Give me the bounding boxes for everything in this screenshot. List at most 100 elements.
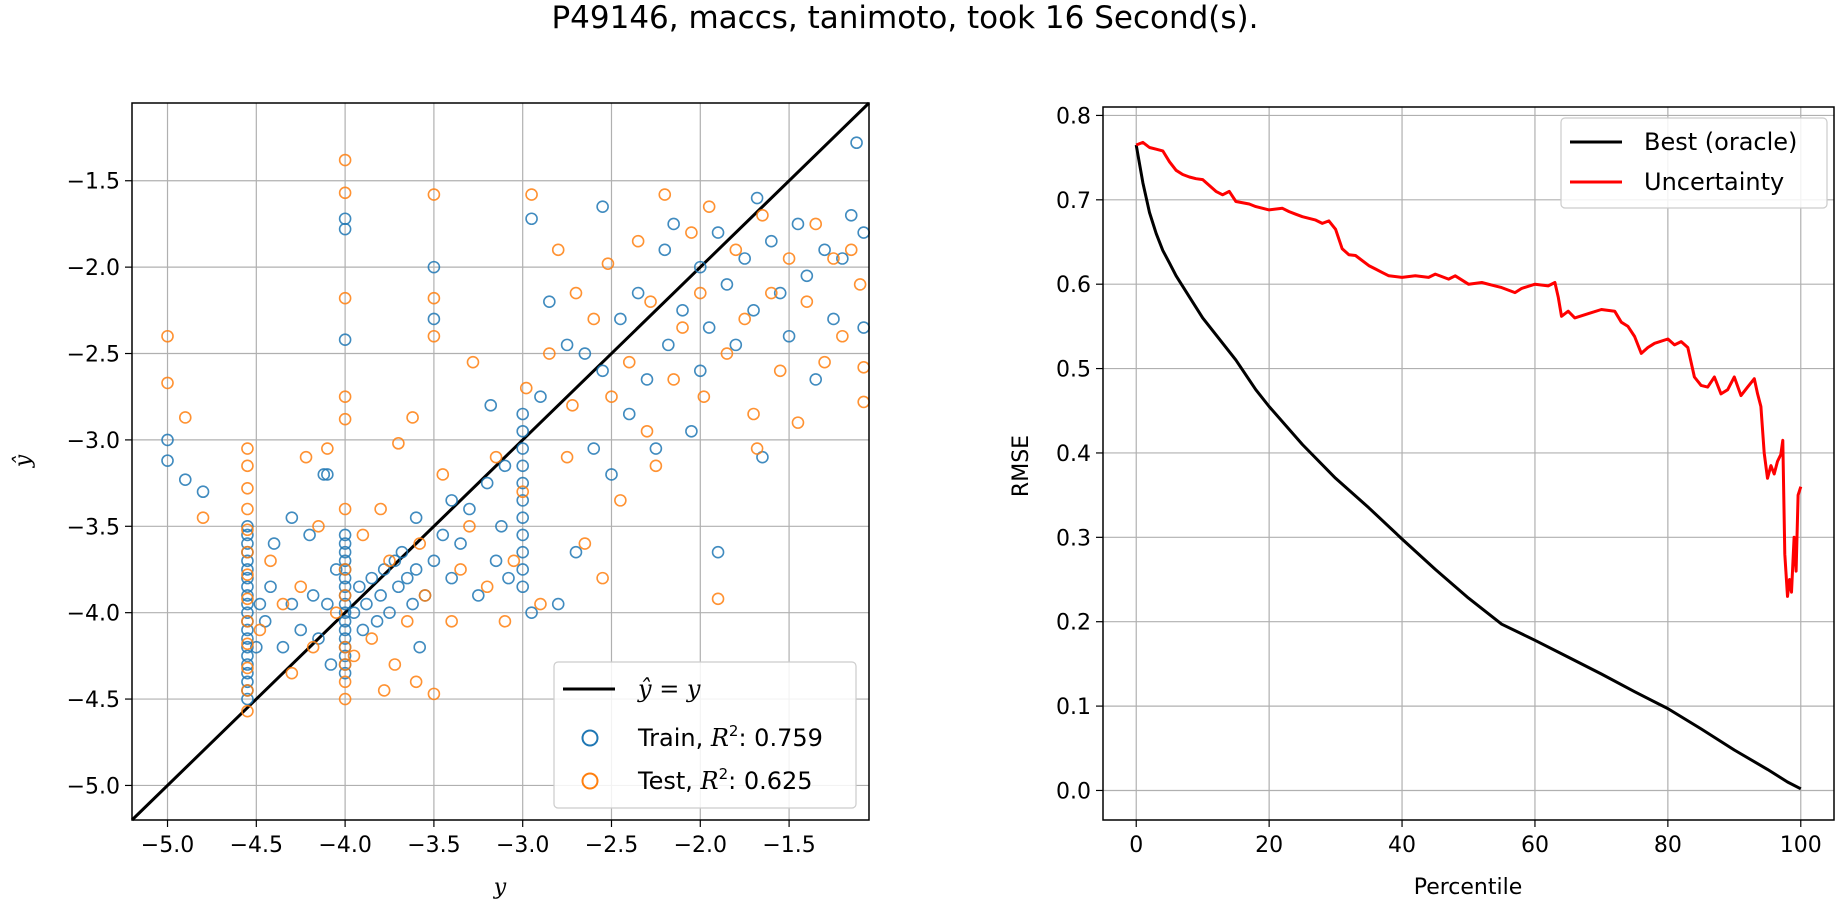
test-point bbox=[329, 606, 343, 619]
train-point bbox=[454, 537, 467, 550]
test-point bbox=[489, 450, 503, 464]
scatter-x-tick-label: −1.5 bbox=[762, 833, 815, 858]
train-point bbox=[338, 666, 352, 680]
train-point bbox=[587, 442, 601, 455]
train-point bbox=[516, 528, 529, 542]
train-point bbox=[750, 191, 764, 205]
test-point bbox=[392, 437, 405, 450]
train-point bbox=[241, 563, 254, 576]
test-point bbox=[241, 615, 254, 628]
train-point bbox=[818, 243, 831, 257]
test-point bbox=[534, 597, 547, 611]
test-point bbox=[365, 632, 379, 645]
rmse-x-tick-label: 60 bbox=[1521, 833, 1549, 858]
train-point bbox=[472, 589, 485, 602]
train-point bbox=[338, 537, 352, 550]
train-point bbox=[436, 528, 450, 542]
test-point bbox=[241, 568, 254, 581]
test-point bbox=[241, 661, 254, 675]
test-point bbox=[253, 623, 267, 637]
test-point bbox=[338, 502, 352, 516]
test-point bbox=[241, 684, 254, 697]
train-point bbox=[693, 364, 707, 378]
uncertainty-line bbox=[1135, 140, 1803, 598]
test-point bbox=[178, 411, 192, 424]
rmse-y-tick-label: 0.1 bbox=[1056, 695, 1091, 720]
train-point bbox=[720, 278, 734, 291]
test-point bbox=[569, 286, 583, 300]
train-point bbox=[338, 615, 352, 628]
rmse-y-tick-label: 0.8 bbox=[1056, 104, 1091, 129]
train-point bbox=[857, 226, 870, 239]
train-point bbox=[360, 597, 373, 611]
rmse-y-tick-label: 0.7 bbox=[1056, 189, 1091, 214]
rmse-legend-box bbox=[1560, 117, 1828, 209]
legend-identity-label: ŷ = y bbox=[637, 675, 701, 703]
test-point bbox=[605, 390, 618, 404]
train-point bbox=[667, 217, 680, 231]
train-point bbox=[516, 580, 529, 594]
train-point bbox=[484, 399, 498, 412]
train-point bbox=[551, 597, 565, 611]
train-point bbox=[676, 304, 689, 317]
train-point bbox=[685, 424, 698, 438]
train-point bbox=[791, 217, 805, 231]
rmse-x-tick-label: 100 bbox=[1780, 833, 1822, 858]
test-point bbox=[241, 592, 254, 606]
scatter-x-tick-label: −4.0 bbox=[318, 833, 371, 858]
train-point bbox=[782, 329, 796, 343]
train-point bbox=[161, 454, 174, 467]
train-point bbox=[857, 321, 870, 334]
scatter-points bbox=[161, 136, 870, 718]
test-point bbox=[347, 649, 361, 663]
test-point bbox=[427, 291, 441, 305]
test-point bbox=[614, 494, 627, 507]
scatter-x-ticks: −5.0 −4.5 −4.0 −3.5 −3.0 −2.5 −2.0 −1.5 bbox=[141, 820, 816, 858]
rmse-y-tick-label: 0.0 bbox=[1056, 779, 1091, 804]
test-point bbox=[161, 376, 174, 390]
train-point bbox=[338, 597, 352, 611]
test-point bbox=[649, 459, 663, 473]
scatter-x-tick-label: −5.0 bbox=[141, 833, 194, 858]
train-point bbox=[338, 606, 352, 619]
test-point bbox=[791, 416, 805, 429]
test-point bbox=[543, 347, 556, 360]
train-point bbox=[516, 424, 529, 438]
scatter-y-tick-label: −2.5 bbox=[67, 343, 120, 368]
test-point bbox=[596, 571, 609, 585]
train-point bbox=[392, 580, 405, 594]
rmse-y-tick-label: 0.4 bbox=[1056, 442, 1091, 467]
test-point bbox=[685, 226, 698, 239]
train-point bbox=[241, 640, 254, 654]
train-point bbox=[241, 649, 254, 663]
train-point bbox=[480, 476, 494, 490]
train-point bbox=[516, 494, 529, 507]
train-point bbox=[196, 485, 210, 499]
test-point bbox=[818, 355, 831, 369]
train-point bbox=[850, 136, 863, 150]
test-point bbox=[516, 485, 529, 499]
train-point bbox=[516, 442, 529, 455]
scatter-panel: −5.0 −4.5 −4.0 −3.5 −3.0 −2.5 −2.0 −1.5 −5.0 −4.… bbox=[11, 101, 871, 900]
test-point bbox=[578, 537, 592, 550]
test-point bbox=[560, 450, 574, 464]
train-point bbox=[516, 545, 529, 559]
test-point bbox=[827, 252, 840, 265]
test-point bbox=[844, 243, 858, 257]
train-point bbox=[578, 347, 592, 360]
test-point bbox=[383, 554, 396, 568]
train-point bbox=[702, 321, 716, 334]
train-point bbox=[525, 212, 538, 226]
train-point bbox=[622, 407, 636, 421]
rmse-x-tick-label: 0 bbox=[1129, 833, 1143, 858]
rmse-legend: Best (oracle) Uncertainty bbox=[1560, 117, 1828, 209]
train-point bbox=[338, 580, 352, 594]
rmse-y-tick-label: 0.5 bbox=[1056, 358, 1091, 383]
test-point bbox=[406, 411, 419, 424]
scatter-y-label: ŷ bbox=[11, 454, 36, 468]
train-point bbox=[241, 580, 254, 594]
train-point bbox=[241, 692, 254, 706]
train-point bbox=[729, 338, 743, 352]
train-point bbox=[338, 623, 352, 637]
scatter-axes-frame bbox=[131, 102, 870, 821]
